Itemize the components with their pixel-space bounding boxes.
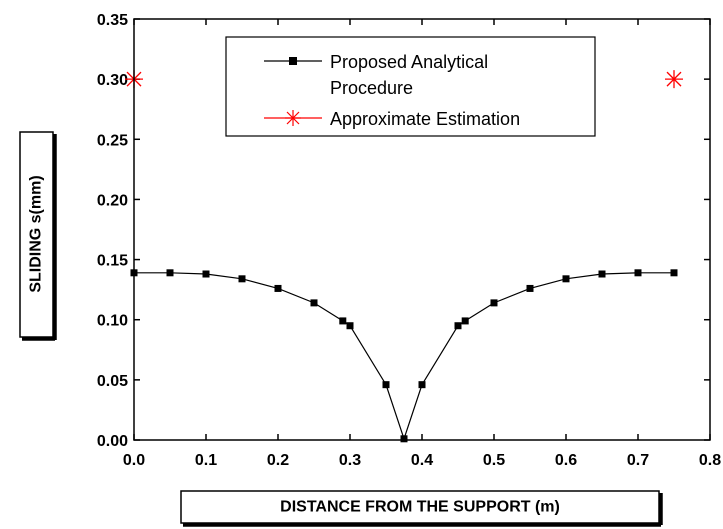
y-tick-label: 0.30 xyxy=(97,72,128,89)
legend-label-approx: Approximate Estimation xyxy=(330,109,520,129)
y-axis-title: SLIDING s(mm) xyxy=(28,175,45,292)
point-proposed xyxy=(400,435,408,443)
legend: Proposed Analytical Procedure Approximat… xyxy=(225,36,596,137)
point-proposed xyxy=(598,270,606,278)
y-tick-label: 0.15 xyxy=(97,253,128,270)
point-proposed xyxy=(461,317,469,325)
plot-frame xyxy=(133,18,711,441)
point-proposed xyxy=(490,299,498,307)
x-tick-label: 0.0 xyxy=(123,452,145,469)
point-proposed xyxy=(274,284,282,292)
point-proposed xyxy=(526,284,534,292)
point-proposed xyxy=(238,275,246,283)
legend-label-proposed-line2: Procedure xyxy=(330,78,413,98)
legend-label-proposed-line1: Proposed Analytical xyxy=(330,52,488,72)
y-tick-label: 0.35 xyxy=(97,12,128,29)
y-tick-label: 0.20 xyxy=(97,192,128,209)
x-tick-label: 0.1 xyxy=(195,452,217,469)
x-tick-label: 0.5 xyxy=(483,452,505,469)
point-proposed xyxy=(202,270,210,278)
x-tick-label: 0.7 xyxy=(627,452,649,469)
point-proposed xyxy=(670,269,678,277)
x-tick-label: 0.8 xyxy=(699,452,721,469)
y-axis-title-frame xyxy=(19,131,54,338)
point-proposed xyxy=(454,322,462,330)
y-axis-title-box: SLIDING s(mm) xyxy=(19,131,57,341)
point-proposed xyxy=(634,269,642,277)
point-proposed xyxy=(310,299,318,307)
point-proposed xyxy=(382,381,390,389)
point-proposed xyxy=(339,317,347,325)
x-axis-title: DISTANCE FROM THE SUPPORT (m) xyxy=(280,499,560,516)
point-approximate xyxy=(665,70,683,89)
x-axis-title-box: DISTANCE FROM THE SUPPORT (m) xyxy=(180,490,663,527)
y-tick-label: 0.00 xyxy=(97,433,128,450)
point-proposed xyxy=(418,381,426,389)
legend-frame xyxy=(225,36,596,137)
point-proposed xyxy=(166,269,174,277)
x-axis-title-frame xyxy=(180,490,660,524)
point-proposed xyxy=(562,275,570,283)
x-tick-label: 0.6 xyxy=(555,452,577,469)
y-tick-label: 0.05 xyxy=(97,373,128,390)
x-tick-label: 0.2 xyxy=(267,452,289,469)
y-tick-label: 0.25 xyxy=(97,132,128,149)
x-tick-label: 0.4 xyxy=(411,452,433,469)
series-line-proposed xyxy=(134,272,674,441)
x-tick-label: 0.3 xyxy=(339,452,361,469)
legend-marker-proposed xyxy=(289,57,297,65)
y-tick-label: 0.10 xyxy=(97,313,128,330)
legend-marker-approx xyxy=(285,110,301,126)
point-proposed xyxy=(346,322,354,330)
ticks: 0.0 0.1 0.2 0.3 0.4 0.5 0.6 0.7 0.8 0.00 0.05 0.10 0… xyxy=(97,12,721,469)
